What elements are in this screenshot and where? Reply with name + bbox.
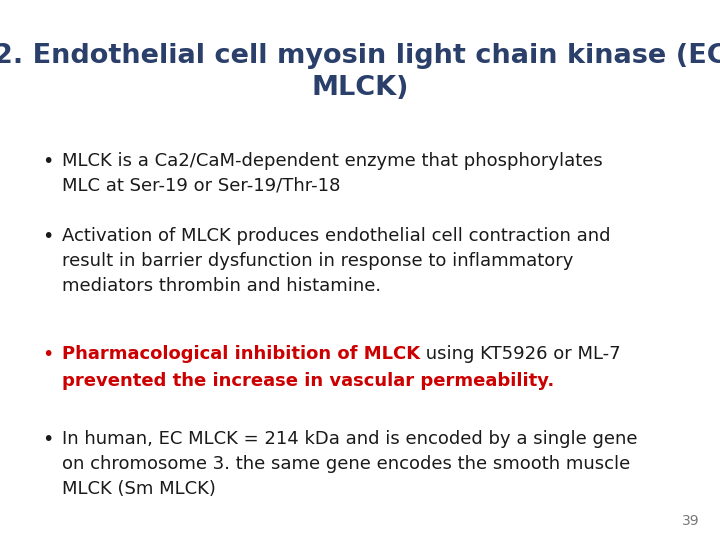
Text: using KT5926 or ML-7: using KT5926 or ML-7 <box>420 345 621 363</box>
Text: •: • <box>42 227 53 246</box>
Text: Activation of MLCK produces endothelial cell contraction and
result in barrier d: Activation of MLCK produces endothelial … <box>62 227 611 295</box>
Text: In human, EC MLCK = 214 kDa and is encoded by a single gene
on chromosome 3. the: In human, EC MLCK = 214 kDa and is encod… <box>62 430 637 498</box>
Text: Pharmacological inhibition of MLCK: Pharmacological inhibition of MLCK <box>62 345 420 363</box>
Text: •: • <box>42 430 53 449</box>
Text: •: • <box>42 152 53 171</box>
Text: 39: 39 <box>683 514 700 528</box>
Text: •: • <box>42 345 53 364</box>
Text: prevented the increase in vascular permeability.: prevented the increase in vascular perme… <box>62 372 554 390</box>
Text: 2. Endothelial cell myosin light chain kinase (EC
MLCK): 2. Endothelial cell myosin light chain k… <box>0 43 720 101</box>
Text: MLCK is a Ca2/CaM-dependent enzyme that phosphorylates
MLC at Ser-19 or Ser-19/T: MLCK is a Ca2/CaM-dependent enzyme that … <box>62 152 603 195</box>
